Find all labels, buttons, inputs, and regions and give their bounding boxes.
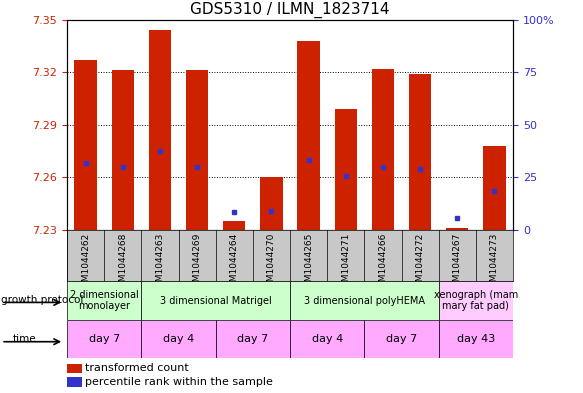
Bar [216, 320, 290, 358]
Text: GSM1044264: GSM1044264 [230, 232, 239, 293]
Bar [111, 70, 134, 230]
Bar [223, 221, 245, 230]
Bar [438, 281, 513, 320]
Bar [290, 281, 438, 320]
Bar [290, 320, 364, 358]
Text: time: time [13, 334, 37, 344]
Text: 3 dimensional polyHEMA: 3 dimensional polyHEMA [304, 296, 425, 306]
Text: GSM1044263: GSM1044263 [156, 232, 164, 293]
Text: xenograph (mam
mary fat pad): xenograph (mam mary fat pad) [434, 290, 518, 311]
Bar [141, 281, 290, 320]
Text: day 7: day 7 [89, 334, 120, 344]
Bar [483, 146, 505, 230]
Text: percentile rank within the sample: percentile rank within the sample [85, 377, 272, 387]
Text: day 4: day 4 [163, 334, 194, 344]
Text: GSM1044270: GSM1044270 [267, 232, 276, 293]
Bar [446, 228, 468, 230]
Text: day 7: day 7 [386, 334, 417, 344]
Title: GDS5310 / ILMN_1823714: GDS5310 / ILMN_1823714 [190, 2, 390, 18]
Bar [149, 30, 171, 230]
Text: GSM1044272: GSM1044272 [416, 232, 424, 293]
Bar [186, 70, 208, 230]
Text: GSM1044265: GSM1044265 [304, 232, 313, 293]
Bar [372, 69, 394, 230]
Text: GSM1044267: GSM1044267 [453, 232, 462, 293]
Text: GSM1044262: GSM1044262 [81, 232, 90, 293]
Text: GSM1044273: GSM1044273 [490, 232, 499, 293]
Text: GSM1044269: GSM1044269 [192, 232, 202, 293]
Text: 2 dimensional
monolayer: 2 dimensional monolayer [70, 290, 139, 311]
Text: 3 dimensional Matrigel: 3 dimensional Matrigel [160, 296, 272, 306]
Text: GSM1044271: GSM1044271 [341, 232, 350, 293]
Text: day 43: day 43 [456, 334, 495, 344]
Text: day 7: day 7 [237, 334, 269, 344]
Bar [75, 60, 97, 230]
Text: GSM1044268: GSM1044268 [118, 232, 127, 293]
Bar [409, 74, 431, 230]
Bar [141, 320, 216, 358]
Bar [335, 109, 357, 230]
Bar [67, 281, 141, 320]
Bar [364, 320, 438, 358]
Bar [297, 40, 319, 230]
Text: day 4: day 4 [311, 334, 343, 344]
Text: growth protocol: growth protocol [1, 295, 83, 305]
Text: transformed count: transformed count [85, 363, 188, 373]
Bar [67, 320, 141, 358]
Bar [260, 177, 283, 230]
Bar [438, 320, 513, 358]
Text: GSM1044266: GSM1044266 [378, 232, 388, 293]
